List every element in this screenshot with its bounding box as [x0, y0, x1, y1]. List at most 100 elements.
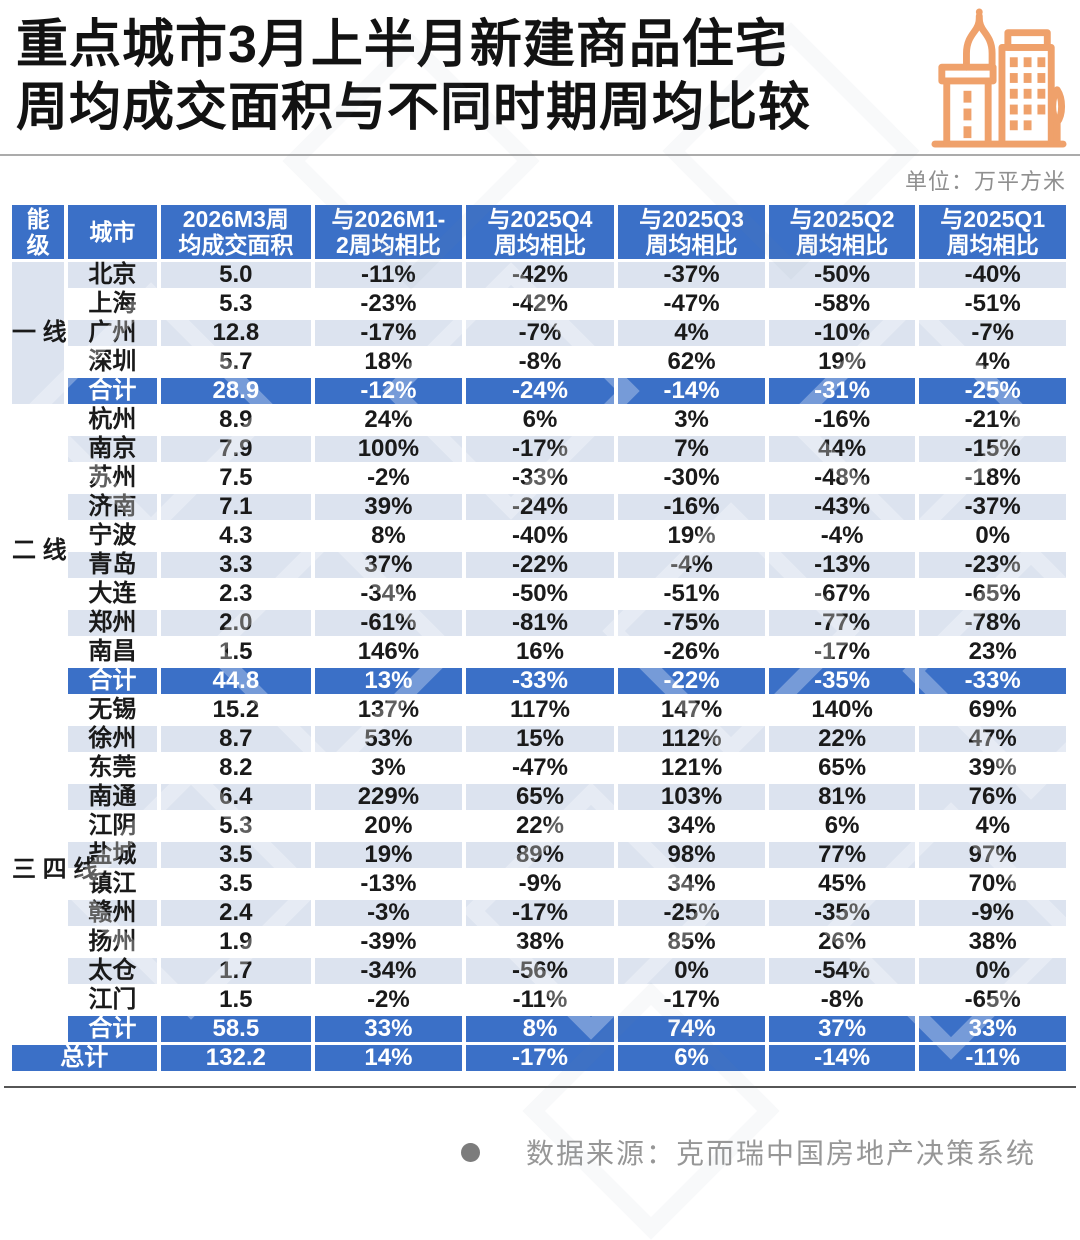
table-row: 太仓 1.7 -34% -56% 0% -54% 0% — [12, 958, 1066, 984]
grand-total-value-cell: 14% — [315, 1045, 462, 1071]
table-row: 南昌 1.5 146% 16% -26% -17% 23% — [12, 639, 1066, 665]
table-row: 徐州 8.7 53% 15% 112% 22% 47% — [12, 726, 1066, 752]
value-cell: -78% — [919, 610, 1066, 636]
subtotal-value-cell: -14% — [618, 378, 765, 404]
value-cell: 121% — [618, 755, 765, 781]
value-cell: 4% — [919, 813, 1066, 839]
value-cell: 18% — [315, 349, 462, 375]
table-row: 南通 6.4 229% 65% 103% 81% 76% — [12, 784, 1066, 810]
value-cell: 2.0 — [160, 610, 312, 636]
city-cell: 上海 — [68, 291, 157, 317]
value-cell: 81% — [768, 784, 916, 810]
value-cell: 5.7 — [160, 349, 312, 375]
value-cell: -4% — [768, 523, 916, 549]
subtotal-value-cell: 8% — [465, 1016, 615, 1042]
grand-total-value-cell: 6% — [618, 1045, 765, 1071]
table-row: 东莞 8.2 3% -47% 121% 65% 39% — [12, 755, 1066, 781]
table-header-row: 能 级 城市 2026M3周 均成交面积 与2026M1- 2周均相比 与202… — [12, 205, 1066, 259]
city-cell: 南通 — [68, 784, 157, 810]
value-cell: 22% — [768, 726, 916, 752]
value-cell: 0% — [618, 958, 765, 984]
value-cell: 229% — [315, 784, 462, 810]
value-cell: 39% — [315, 494, 462, 520]
value-cell: 7.5 — [160, 465, 312, 491]
value-cell: -47% — [465, 755, 615, 781]
table-row: 大连 2.3 -34% -50% -51% -67% -65% — [12, 581, 1066, 607]
subtotal-value-cell: -12% — [315, 378, 462, 404]
value-cell: 15% — [465, 726, 615, 752]
value-cell: -2% — [315, 465, 462, 491]
value-cell: -11% — [315, 262, 462, 288]
value-cell: -67% — [768, 581, 916, 607]
value-cell: 0% — [919, 958, 1066, 984]
value-cell: 112% — [618, 726, 765, 752]
value-cell: -21% — [919, 407, 1066, 433]
value-cell: -54% — [768, 958, 916, 984]
subtotal-value-cell: 33% — [315, 1016, 462, 1042]
table-row: 一 线北京 5.0 -11% -42% -37% -50% -40% — [12, 262, 1066, 404]
value-cell: 37% — [315, 552, 462, 578]
table-row: 上海 5.3 -23% -42% -47% -58% -51% — [12, 291, 1066, 317]
value-cell: -75% — [618, 610, 765, 636]
subtotal-label-cell: 合计 — [68, 668, 157, 694]
subtotal-row: 合计 28.9 -12% -24% -14% -31% -25% — [12, 378, 1066, 404]
value-cell: 20% — [315, 813, 462, 839]
value-cell: -17% — [465, 436, 615, 462]
value-cell: 100% — [315, 436, 462, 462]
value-cell: 47% — [919, 726, 1066, 752]
tier-cell: 二 线 — [12, 407, 67, 694]
header-vs-2025q2: 与2025Q2 周均相比 — [768, 205, 916, 259]
value-cell: 12.8 — [160, 320, 312, 346]
value-cell: 3% — [315, 755, 462, 781]
value-cell: -58% — [768, 291, 916, 317]
value-cell: -17% — [465, 900, 615, 926]
table-row: 深圳 5.7 18% -8% 62% 19% 4% — [12, 349, 1066, 375]
value-cell: 89% — [465, 842, 615, 868]
subtotal-label-cell: 合计 — [68, 378, 157, 404]
value-cell: 1.5 — [160, 639, 312, 665]
value-cell: -26% — [618, 639, 765, 665]
grand-total-value-cell: -11% — [919, 1045, 1066, 1071]
value-cell: -23% — [315, 291, 462, 317]
value-cell: -34% — [315, 581, 462, 607]
value-cell: 4.3 — [160, 523, 312, 549]
value-cell: -10% — [768, 320, 916, 346]
value-cell: -15% — [919, 436, 1066, 462]
value-cell: -8% — [465, 349, 615, 375]
value-cell: 137% — [315, 697, 462, 723]
value-cell: 7.1 — [160, 494, 312, 520]
header-vs-2025q4: 与2025Q4 周均相比 — [465, 205, 615, 259]
city-cell: 济南 — [68, 494, 157, 520]
subtotal-value-cell: -35% — [768, 668, 916, 694]
subtotal-value-cell: 13% — [315, 668, 462, 694]
value-cell: -47% — [618, 291, 765, 317]
value-cell: -4% — [618, 552, 765, 578]
grand-total-value-cell: 132.2 — [160, 1045, 312, 1071]
value-cell: -23% — [919, 552, 1066, 578]
city-cell: 深圳 — [68, 349, 157, 375]
subtotal-label-cell: 合计 — [68, 1016, 157, 1042]
value-cell: -48% — [768, 465, 916, 491]
value-cell: -17% — [315, 320, 462, 346]
value-cell: 146% — [315, 639, 462, 665]
value-cell: -34% — [315, 958, 462, 984]
value-cell: -16% — [768, 407, 916, 433]
value-cell: -24% — [465, 494, 615, 520]
value-cell: 1.7 — [160, 958, 312, 984]
city-buildings-icon — [931, 8, 1067, 148]
subtotal-value-cell: 74% — [618, 1016, 765, 1042]
subtotal-value-cell: -25% — [919, 378, 1066, 404]
value-cell: 39% — [919, 755, 1066, 781]
table-row: 扬州 1.9 -39% 38% 85% 26% 38% — [12, 929, 1066, 955]
value-cell: 24% — [315, 407, 462, 433]
value-cell: -17% — [618, 987, 765, 1013]
subtotal-value-cell: -33% — [919, 668, 1066, 694]
value-cell: 3.5 — [160, 871, 312, 897]
subtotal-value-cell: 37% — [768, 1016, 916, 1042]
value-cell: -39% — [315, 929, 462, 955]
data-source-text: 数据来源：克而瑞中国房地产决策系统 — [525, 1138, 1036, 1169]
table-row: 郑州 2.0 -61% -81% -75% -77% -78% — [12, 610, 1066, 636]
city-cell: 镇江 — [68, 871, 157, 897]
table-row: 镇江 3.5 -13% -9% 34% 45% 70% — [12, 871, 1066, 897]
table-row: 三 四 线无锡 15.2 137% 117% 147% 140% 69% — [12, 697, 1066, 1042]
